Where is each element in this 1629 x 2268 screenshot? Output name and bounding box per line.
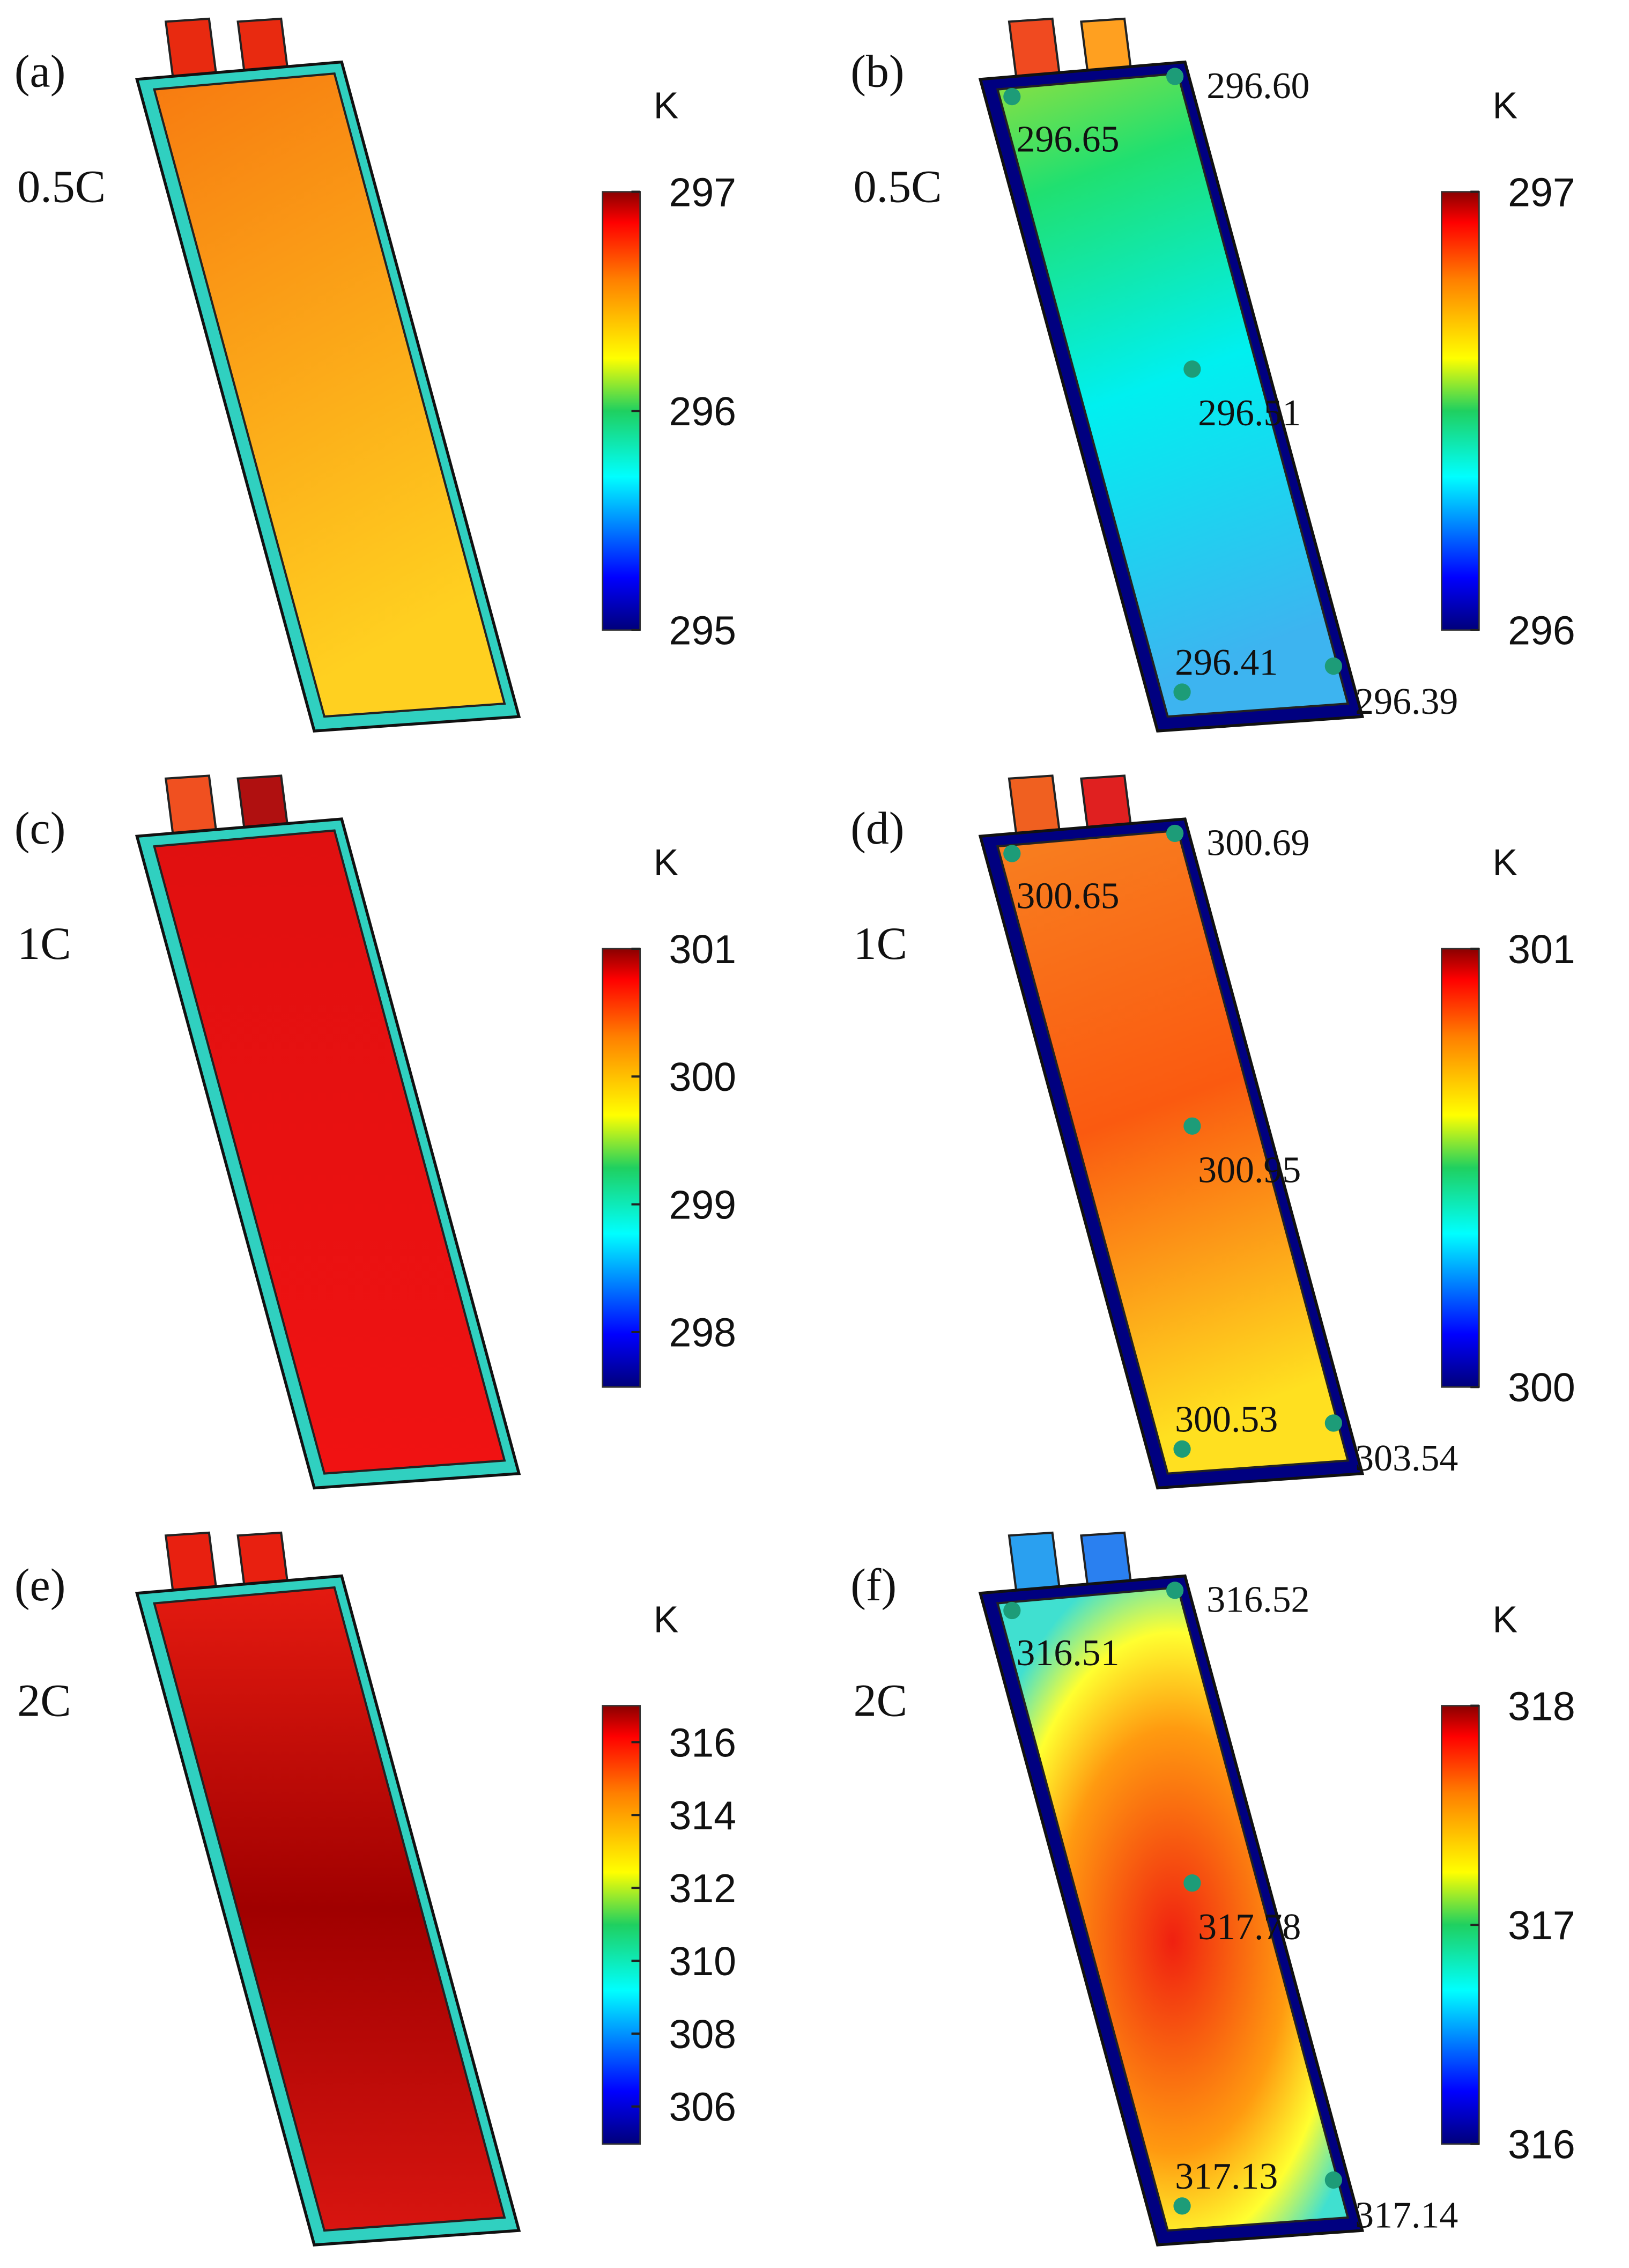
tab (164, 774, 218, 836)
colorbar-tick-label: 300 (1508, 1365, 1575, 1410)
probe-point (1173, 2197, 1191, 2215)
colorbar-tick-label: 316 (669, 1720, 736, 1765)
colorbar-tick-label: 318 (1508, 1683, 1575, 1728)
probe-point (1173, 683, 1191, 701)
probe-value: 296.41 (1175, 642, 1278, 683)
probe-value: 303.54 (1355, 1438, 1458, 1479)
probe-value: 296.60 (1206, 65, 1309, 107)
unit-label: K (654, 84, 679, 126)
probe-point (1324, 2171, 1342, 2189)
colorbar-tick-label: 301 (1508, 927, 1575, 972)
rate-label: 0.5C (17, 160, 106, 212)
cell-face (153, 1586, 506, 2232)
tab (1008, 774, 1061, 836)
colorbar-tick-label: 300 (669, 1054, 736, 1099)
probe-value: 317.14 (1355, 2195, 1458, 2236)
probe-value: 317.13 (1175, 2156, 1278, 2197)
colorbar-tick-label: 312 (669, 1866, 736, 1911)
cell-face (996, 829, 1350, 1475)
colorbar-tick-label: 297 (1508, 169, 1575, 215)
probe-point (1003, 845, 1021, 862)
panel-label: (f) (850, 1559, 897, 1610)
colorbar-tick-label: 301 (669, 927, 736, 972)
tab (164, 17, 218, 79)
colorbar-tick-label: 310 (669, 1939, 736, 1984)
probe-value: 300.53 (1175, 1399, 1278, 1440)
colorbar-tick-label: 306 (669, 2085, 736, 2130)
cell-face (996, 72, 1350, 718)
panel-label: (b) (850, 45, 904, 97)
probe-value: 300.69 (1206, 822, 1309, 863)
probe-point (1166, 1582, 1184, 1599)
colorbar-tick-label: 308 (669, 2012, 736, 2057)
cell-face (153, 72, 506, 718)
panel-label: (a) (14, 45, 65, 97)
unit-label: K (654, 841, 679, 883)
rate-label: 2C (854, 1674, 907, 1726)
probe-value: 296.39 (1355, 681, 1458, 722)
unit-label: K (1492, 841, 1517, 883)
tab (164, 1531, 218, 1593)
panel-label: (c) (14, 802, 65, 854)
colorbar-tick-label: 296 (669, 389, 736, 434)
probe-value: 316.51 (1016, 1632, 1119, 1674)
rate-label: 1C (17, 918, 71, 969)
probe-point (1183, 1117, 1201, 1135)
probe-point (1183, 360, 1201, 378)
colorbar-tick-label: 298 (669, 1310, 736, 1355)
probe-point (1166, 68, 1184, 85)
probe-value: 296.51 (1198, 393, 1301, 434)
probe-point (1324, 657, 1342, 675)
colorbar-tick-label: 299 (669, 1182, 736, 1227)
rate-label: 0.5C (854, 160, 942, 212)
colorbar (1441, 191, 1480, 631)
colorbar-tick-label: 316 (1508, 2122, 1575, 2167)
cell-face (153, 829, 506, 1475)
colorbar-tick-label: 317 (1508, 1903, 1575, 1948)
rate-label: 1C (854, 918, 907, 969)
probe-point (1003, 1601, 1021, 1620)
cell-face (996, 1586, 1350, 2232)
unit-label: K (654, 1598, 679, 1640)
tab (1008, 17, 1061, 79)
probe-value: 300.65 (1016, 876, 1119, 917)
probe-point (1324, 1414, 1342, 1432)
panel: (b) 0.5C K 297 296 296.65 296.60 296.51 296.41 29… (850, 17, 1575, 733)
probe-point (1003, 87, 1021, 106)
colorbar (602, 948, 641, 1388)
probe-value: 317.78 (1198, 1907, 1301, 1948)
probe-point (1166, 824, 1184, 843)
panel: (e) 2C K 316 314 312 310 308 306 (14, 1531, 736, 2247)
panel: (d) 1C K 301 300 300.65 300.69 300.95 300.53 303.… (850, 774, 1575, 1490)
colorbar-tick-label: 296 (1508, 608, 1575, 653)
panel-label: (e) (14, 1559, 65, 1610)
colorbar (602, 1705, 641, 2145)
unit-label: K (1492, 1598, 1517, 1640)
probe-value: 316.52 (1206, 1579, 1309, 1621)
tab (1008, 1531, 1061, 1593)
colorbar (1441, 948, 1480, 1388)
colorbar-tick-label: 314 (669, 1793, 736, 1838)
probe-point (1173, 1440, 1191, 1458)
panel: (f) 2C K 318 317 316 316.51 316.52 317.78 317.13 3… (850, 1531, 1575, 2247)
colorbar-tick-label: 295 (669, 608, 736, 653)
panel-label: (d) (850, 802, 904, 854)
panel: (c) 1C K 301 300 299 298 (14, 774, 736, 1490)
colorbar-tick-label: 297 (669, 169, 736, 215)
panel: (a) 0.5C K 297 296 295 (14, 17, 736, 733)
probe-value: 300.95 (1198, 1150, 1301, 1191)
probe-value: 296.65 (1016, 119, 1119, 160)
rate-label: 2C (17, 1674, 71, 1726)
unit-label: K (1492, 84, 1517, 126)
probe-point (1183, 1874, 1201, 1892)
